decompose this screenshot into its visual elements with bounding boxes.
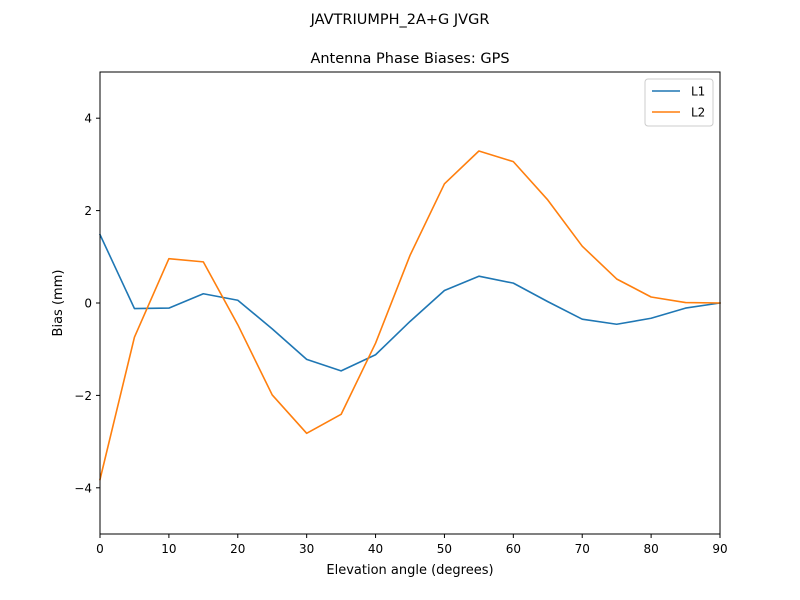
x-tick-label: 60	[506, 542, 521, 556]
legend-label-l1: L1	[691, 85, 705, 99]
x-tick-label: 70	[575, 542, 590, 556]
plot-area	[98, 150, 721, 481]
y-tick-label: 0	[84, 297, 92, 311]
x-tick-label: 90	[712, 542, 727, 556]
y-tick-label: −4	[74, 481, 92, 495]
chart-title: Antenna Phase Biases: GPS	[310, 51, 509, 67]
legend: L1 L2	[644, 78, 714, 127]
x-tick-label: 50	[437, 542, 452, 556]
axes-frame	[99, 71, 721, 535]
x-tick-label: 0	[96, 542, 104, 556]
y-axis-label: Bias (mm)	[51, 270, 66, 337]
series-line-l2	[99, 150, 721, 481]
x-tick-label: 40	[368, 542, 383, 556]
figure-suptitle: JAVTRIUMPH_2A+G JVGR	[310, 12, 490, 28]
x-axis-label: Elevation angle (degrees)	[326, 563, 493, 578]
y-tick-label: 2	[84, 204, 92, 218]
x-tick-label: 10	[161, 542, 176, 556]
x-tick-label: 80	[643, 542, 658, 556]
series-line-l1	[98, 233, 721, 372]
x-tick-label: 30	[299, 542, 314, 556]
y-tick-label: 4	[84, 112, 92, 126]
x-tick-label: 20	[230, 542, 245, 556]
axis-ticks: 0 10 20 30 40 50 60 70 80 90 −4 −2 0 2 4	[74, 112, 727, 556]
y-tick-label: −2	[74, 389, 92, 403]
legend-label-l2: L2	[691, 106, 705, 120]
